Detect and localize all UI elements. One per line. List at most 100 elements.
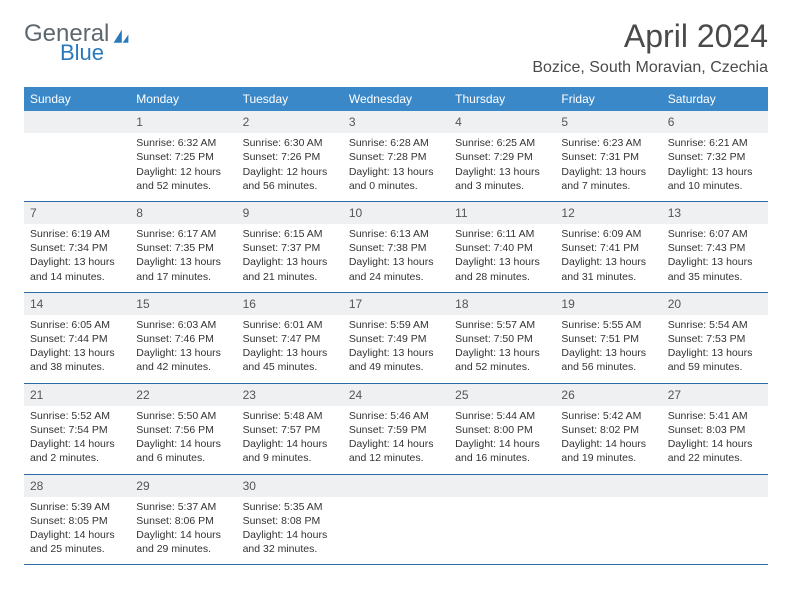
sunset-text: Sunset: 7:46 PM — [136, 332, 230, 346]
daylight-line2: and 10 minutes. — [668, 179, 762, 193]
week-row: 14Sunrise: 6:05 AMSunset: 7:44 PMDayligh… — [24, 293, 768, 384]
weekday-label: Monday — [130, 87, 236, 111]
daylight-line1: Daylight: 13 hours — [455, 346, 549, 360]
sunset-text: Sunset: 7:41 PM — [561, 241, 655, 255]
page-header: GeneralBlue April 2024 Bozice, South Mor… — [24, 18, 768, 77]
daylight-line2: and 38 minutes. — [30, 360, 124, 374]
sunset-text: Sunset: 7:56 PM — [136, 423, 230, 437]
daylight-line2: and 19 minutes. — [561, 451, 655, 465]
day-cell: 22Sunrise: 5:50 AMSunset: 7:56 PMDayligh… — [130, 384, 236, 474]
daylight-line2: and 21 minutes. — [243, 270, 337, 284]
sunrise-text: Sunrise: 6:09 AM — [561, 227, 655, 241]
sunset-text: Sunset: 7:31 PM — [561, 150, 655, 164]
sunset-text: Sunset: 7:44 PM — [30, 332, 124, 346]
day-cell: 25Sunrise: 5:44 AMSunset: 8:00 PMDayligh… — [449, 384, 555, 474]
day-cell: 13Sunrise: 6:07 AMSunset: 7:43 PMDayligh… — [662, 202, 768, 292]
sunrise-text: Sunrise: 6:07 AM — [668, 227, 762, 241]
sunset-text: Sunset: 7:25 PM — [136, 150, 230, 164]
sunrise-text: Sunrise: 5:54 AM — [668, 318, 762, 332]
day-number: 9 — [237, 202, 343, 224]
sunset-text: Sunset: 7:28 PM — [349, 150, 443, 164]
day-cell: 18Sunrise: 5:57 AMSunset: 7:50 PMDayligh… — [449, 293, 555, 383]
week-row: 7Sunrise: 6:19 AMSunset: 7:34 PMDaylight… — [24, 202, 768, 293]
day-cell: 8Sunrise: 6:17 AMSunset: 7:35 PMDaylight… — [130, 202, 236, 292]
daylight-line2: and 32 minutes. — [243, 542, 337, 556]
sunrise-text: Sunrise: 5:59 AM — [349, 318, 443, 332]
sunset-text: Sunset: 8:02 PM — [561, 423, 655, 437]
daylight-line1: Daylight: 14 hours — [243, 437, 337, 451]
day-number — [449, 475, 555, 497]
daylight-line1: Daylight: 13 hours — [668, 165, 762, 179]
daylight-line2: and 29 minutes. — [136, 542, 230, 556]
day-cell: 15Sunrise: 6:03 AMSunset: 7:46 PMDayligh… — [130, 293, 236, 383]
sunrise-text: Sunrise: 5:55 AM — [561, 318, 655, 332]
daylight-line1: Daylight: 13 hours — [349, 346, 443, 360]
day-number: 18 — [449, 293, 555, 315]
daylight-line1: Daylight: 13 hours — [349, 255, 443, 269]
sunrise-text: Sunrise: 6:23 AM — [561, 136, 655, 150]
sunset-text: Sunset: 7:35 PM — [136, 241, 230, 255]
weeks-container: 1Sunrise: 6:32 AMSunset: 7:25 PMDaylight… — [24, 111, 768, 565]
day-number: 26 — [555, 384, 661, 406]
daylight-line1: Daylight: 14 hours — [349, 437, 443, 451]
weekday-label: Wednesday — [343, 87, 449, 111]
day-number: 25 — [449, 384, 555, 406]
daylight-line2: and 42 minutes. — [136, 360, 230, 374]
daylight-line2: and 9 minutes. — [243, 451, 337, 465]
daylight-line1: Daylight: 13 hours — [561, 255, 655, 269]
daylight-line1: Daylight: 13 hours — [561, 346, 655, 360]
daylight-line2: and 52 minutes. — [136, 179, 230, 193]
day-cell: 14Sunrise: 6:05 AMSunset: 7:44 PMDayligh… — [24, 293, 130, 383]
day-number: 20 — [662, 293, 768, 315]
sunrise-text: Sunrise: 6:01 AM — [243, 318, 337, 332]
daylight-line2: and 14 minutes. — [30, 270, 124, 284]
daylight-line1: Daylight: 13 hours — [668, 346, 762, 360]
day-number: 22 — [130, 384, 236, 406]
sunset-text: Sunset: 7:59 PM — [349, 423, 443, 437]
sunrise-text: Sunrise: 6:28 AM — [349, 136, 443, 150]
daylight-line2: and 0 minutes. — [349, 179, 443, 193]
daylight-line1: Daylight: 14 hours — [136, 437, 230, 451]
day-cell — [662, 475, 768, 565]
daylight-line1: Daylight: 13 hours — [455, 255, 549, 269]
day-cell — [343, 475, 449, 565]
weekday-label: Sunday — [24, 87, 130, 111]
daylight-line2: and 16 minutes. — [455, 451, 549, 465]
day-cell: 23Sunrise: 5:48 AMSunset: 7:57 PMDayligh… — [237, 384, 343, 474]
week-row: 21Sunrise: 5:52 AMSunset: 7:54 PMDayligh… — [24, 384, 768, 475]
day-number: 1 — [130, 111, 236, 133]
day-cell: 19Sunrise: 5:55 AMSunset: 7:51 PMDayligh… — [555, 293, 661, 383]
daylight-line1: Daylight: 13 hours — [30, 346, 124, 360]
sunset-text: Sunset: 8:05 PM — [30, 514, 124, 528]
day-number — [343, 475, 449, 497]
sunset-text: Sunset: 7:53 PM — [668, 332, 762, 346]
day-cell: 7Sunrise: 6:19 AMSunset: 7:34 PMDaylight… — [24, 202, 130, 292]
daylight-line2: and 25 minutes. — [30, 542, 124, 556]
day-number: 15 — [130, 293, 236, 315]
day-cell: 29Sunrise: 5:37 AMSunset: 8:06 PMDayligh… — [130, 475, 236, 565]
weekday-label: Thursday — [449, 87, 555, 111]
sunrise-text: Sunrise: 5:42 AM — [561, 409, 655, 423]
day-number: 7 — [24, 202, 130, 224]
day-number: 27 — [662, 384, 768, 406]
day-cell: 27Sunrise: 5:41 AMSunset: 8:03 PMDayligh… — [662, 384, 768, 474]
day-cell: 26Sunrise: 5:42 AMSunset: 8:02 PMDayligh… — [555, 384, 661, 474]
weekday-label: Saturday — [662, 87, 768, 111]
weekday-label: Tuesday — [237, 87, 343, 111]
day-cell — [24, 111, 130, 201]
calendar-grid: SundayMondayTuesdayWednesdayThursdayFrid… — [24, 87, 768, 565]
daylight-line2: and 49 minutes. — [349, 360, 443, 374]
daylight-line2: and 45 minutes. — [243, 360, 337, 374]
sunset-text: Sunset: 7:34 PM — [30, 241, 124, 255]
daylight-line1: Daylight: 13 hours — [136, 255, 230, 269]
month-title: April 2024 — [532, 18, 768, 55]
daylight-line2: and 52 minutes. — [455, 360, 549, 374]
day-cell — [449, 475, 555, 565]
day-cell: 9Sunrise: 6:15 AMSunset: 7:37 PMDaylight… — [237, 202, 343, 292]
day-number: 19 — [555, 293, 661, 315]
sunset-text: Sunset: 8:03 PM — [668, 423, 762, 437]
sunset-text: Sunset: 7:26 PM — [243, 150, 337, 164]
brand-logo: GeneralBlue — [24, 18, 131, 64]
sunset-text: Sunset: 8:00 PM — [455, 423, 549, 437]
day-cell: 1Sunrise: 6:32 AMSunset: 7:25 PMDaylight… — [130, 111, 236, 201]
